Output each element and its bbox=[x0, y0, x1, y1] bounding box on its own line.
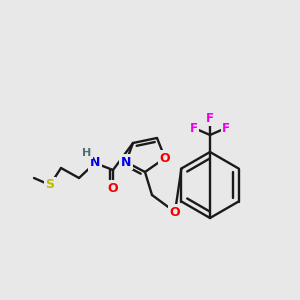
Text: F: F bbox=[190, 122, 198, 134]
Text: N: N bbox=[121, 155, 131, 169]
Text: O: O bbox=[170, 206, 180, 218]
Text: S: S bbox=[46, 178, 55, 191]
Text: F: F bbox=[206, 112, 214, 124]
Text: O: O bbox=[108, 182, 118, 194]
Text: O: O bbox=[160, 152, 170, 164]
Text: H: H bbox=[82, 148, 91, 158]
Text: N: N bbox=[90, 157, 100, 169]
Text: F: F bbox=[222, 122, 230, 134]
